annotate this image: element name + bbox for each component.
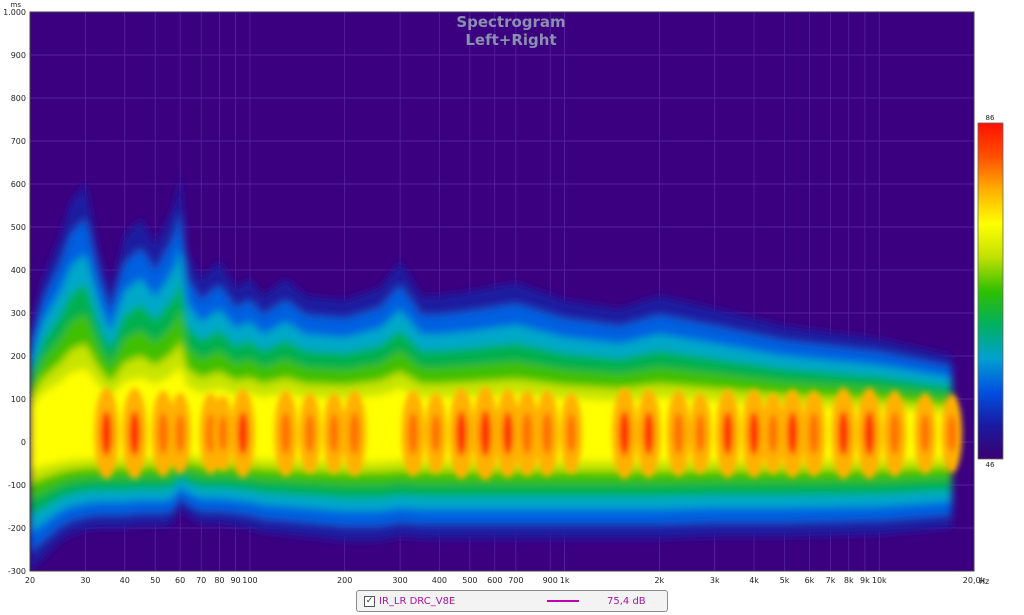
legend-line-swatch xyxy=(547,600,579,602)
peak-core xyxy=(237,411,249,456)
x-tick-label: 100 xyxy=(242,576,257,585)
peak-core xyxy=(673,412,684,455)
legend-level-value: 75,4 dB xyxy=(607,595,646,607)
y-tick-label: 900 xyxy=(11,51,26,60)
y-tick-label: -100 xyxy=(8,481,26,490)
x-tick-label: 600 xyxy=(487,576,502,585)
x-tick-label: 20,0k xyxy=(963,576,986,585)
color-scale-bar: 86 46 xyxy=(977,114,1004,469)
peak-core xyxy=(431,413,441,453)
y-tick-label: 0 xyxy=(21,438,26,447)
peak-core xyxy=(889,412,900,455)
x-tick-label: 700 xyxy=(508,576,523,585)
peak-core xyxy=(408,412,419,455)
y-tick-label: -200 xyxy=(8,524,26,533)
spectrogram-heat xyxy=(30,175,963,571)
x-tick-label: 5k xyxy=(780,576,790,585)
peak-core xyxy=(280,412,291,455)
y-tick-label: 300 xyxy=(11,309,26,318)
y-tick-label: 200 xyxy=(11,352,26,361)
x-tick-label: 20 xyxy=(25,576,35,585)
peak-core xyxy=(947,414,957,453)
peak-core xyxy=(768,413,778,453)
x-tick-label: 10k xyxy=(872,576,887,585)
chart-subtitle: Left+Right xyxy=(465,31,556,49)
peak-core xyxy=(920,413,930,453)
x-tick-label: 30 xyxy=(80,576,90,585)
x-tick-label: 1k xyxy=(560,576,570,585)
peak-core xyxy=(643,411,655,456)
plot-frame xyxy=(29,11,975,572)
peak-core xyxy=(129,410,141,456)
y-tick-label: 700 xyxy=(11,137,26,146)
x-tick-label: 400 xyxy=(432,576,447,585)
y-tick-label: 100 xyxy=(11,395,26,404)
peak-core xyxy=(787,411,798,456)
peak-core xyxy=(100,410,113,456)
x-tick-label: 300 xyxy=(392,576,407,585)
x-tick-label: 8k xyxy=(844,576,854,585)
x-tick-label: 500 xyxy=(462,576,477,585)
x-tick-label: 3k xyxy=(710,576,720,585)
x-unit-label: Hz xyxy=(979,577,989,586)
x-tick-label: 9k xyxy=(860,576,870,585)
peak-core xyxy=(329,413,339,453)
x-axis-ticks: 20 30 40 50 60 70 80 90 100 200 300 400 500 600 700 900… xyxy=(25,576,986,585)
y-tick-label: 1.000 xyxy=(3,8,26,17)
peak-core xyxy=(542,412,553,455)
legend-series-name: IR_LR DRC_V8E xyxy=(379,595,456,607)
peak-core xyxy=(205,413,216,453)
color-scale-max-label: 86 xyxy=(986,114,995,122)
peak-core xyxy=(722,411,734,456)
legend-checkbox[interactable]: ✓ xyxy=(364,595,375,607)
peak-core xyxy=(808,412,820,455)
y-tick-label: 400 xyxy=(11,266,26,275)
x-tick-label: 7k xyxy=(826,576,836,585)
x-tick-label: 200 xyxy=(337,576,352,585)
y-axis-ticks: 1.000 900 800 700 600 500 400 300 200 100 0 -100 -20… xyxy=(3,8,26,576)
peak-layers xyxy=(94,386,963,481)
peak-core xyxy=(566,413,576,453)
peak-core xyxy=(479,410,492,457)
color-scale-gradient xyxy=(977,122,1004,460)
peak-core xyxy=(455,410,467,456)
legend-bar: ✓ IR_LR DRC_V8E 75,4 dB xyxy=(356,590,668,612)
peak-core xyxy=(748,411,760,456)
peak-core xyxy=(305,413,315,453)
y-tick-label: 500 xyxy=(11,223,26,232)
x-tick-label: 4k xyxy=(749,576,759,585)
peak-core xyxy=(218,415,228,452)
peak-core xyxy=(522,412,533,455)
x-tick-label: 40 xyxy=(120,576,130,585)
x-tick-label: 60 xyxy=(175,576,185,585)
chart-title: Spectrogram xyxy=(456,13,565,31)
x-tick-label: 6k xyxy=(805,576,815,585)
y-tick-label: 800 xyxy=(11,94,26,103)
peak-core xyxy=(618,410,631,456)
y-unit-label: ms xyxy=(11,1,22,9)
peak-core xyxy=(863,410,875,456)
x-tick-label: 80 xyxy=(214,576,224,585)
peak-core xyxy=(695,413,705,453)
x-tick-label: 90 xyxy=(230,576,240,585)
y-tick-label: 600 xyxy=(11,180,26,189)
x-tick-label: 900 xyxy=(543,576,558,585)
peak-core xyxy=(349,412,360,455)
x-tick-label: 70 xyxy=(196,576,206,585)
peak-core xyxy=(502,411,514,456)
y-tick-label: -300 xyxy=(8,567,26,576)
peak-core xyxy=(175,413,185,453)
x-tick-label: 2k xyxy=(654,576,664,585)
peak-core xyxy=(838,410,850,456)
x-tick-label: 50 xyxy=(150,576,160,585)
color-scale-min-label: 46 xyxy=(986,461,995,469)
peak-core xyxy=(158,412,169,455)
spectrogram-chart: Spectrogram Left+Right ms Hz 20 30 40 50 60 7… xyxy=(3,1,1004,586)
